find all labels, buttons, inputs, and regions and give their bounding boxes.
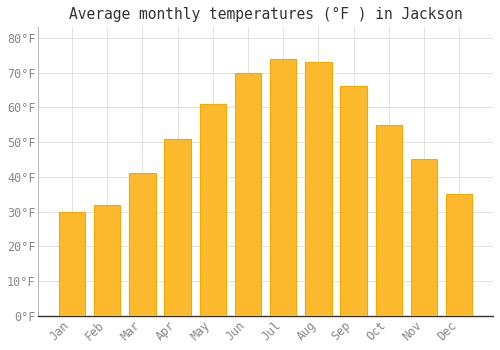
Bar (59, 212, 86, 316)
Title: Average monthly temperatures (°F ) in Jackson: Average monthly temperatures (°F ) in Ja… (69, 7, 462, 22)
Bar (94, 205, 120, 316)
Bar (130, 173, 156, 316)
Bar (164, 139, 191, 316)
Bar (340, 86, 367, 316)
Bar (411, 160, 437, 316)
Bar (376, 125, 402, 316)
Bar (446, 194, 472, 316)
Bar (200, 104, 226, 316)
Bar (305, 62, 332, 316)
Bar (235, 72, 261, 316)
Bar (270, 58, 296, 316)
